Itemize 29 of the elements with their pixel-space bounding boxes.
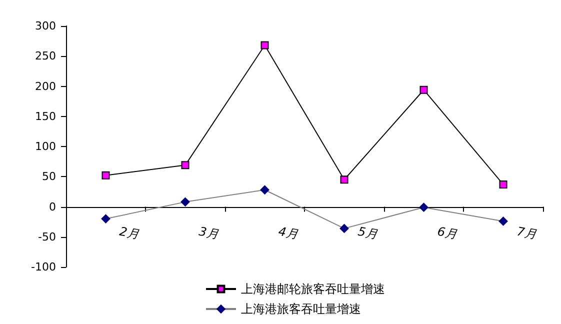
point [340,176,348,184]
x-tick-label: 6月 [436,224,458,242]
x-tick-label: 7月 [516,224,538,242]
point [420,86,428,94]
y-tick-label: 0 [49,200,56,214]
point [260,41,269,50]
y-tick-label: 50 [42,170,56,184]
x-tick-label: 3月 [198,224,220,242]
point [102,171,110,180]
point [499,180,508,188]
point [181,161,190,170]
x-tick-label: 2月 [118,224,140,242]
y-tick-label: 300 [35,20,56,32]
x-tick-label: 4月 [277,224,300,242]
legend-label: 上海港旅客吞吐量增速 [241,302,361,316]
point [260,185,270,194]
y-tick-label: 100 [35,140,56,153]
point [419,202,428,212]
y-tick-label: 250 [35,50,56,63]
y-tick-label: 150 [35,110,56,123]
point [101,214,110,224]
y-tick-label: 200 [35,80,56,93]
y-tick-label: -50 [38,230,56,244]
y-tick-label: -100 [31,260,56,274]
point [498,216,508,226]
point [180,197,190,206]
point [340,224,349,233]
legend-label: 上海港邮轮旅客吞吐量增速 [241,282,385,296]
x-tick-label: 5月 [356,224,379,242]
